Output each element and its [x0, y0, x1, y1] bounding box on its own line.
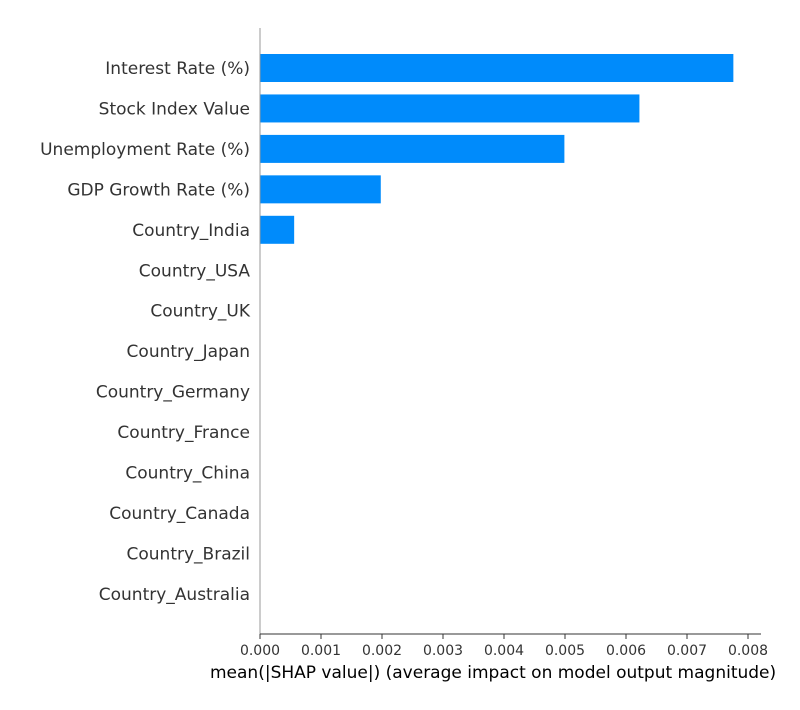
x-tick-label: 0.005	[545, 643, 585, 659]
feature-label: Country_France	[117, 423, 250, 443]
feature-label: Country_Brazil	[127, 544, 250, 564]
feature-label: Country_India	[132, 221, 250, 241]
feature-label: Country_Canada	[109, 504, 250, 524]
x-tick-label: 0.001	[301, 643, 341, 659]
feature-label: Country_UK	[150, 302, 250, 322]
x-tick-label: 0.006	[606, 643, 646, 659]
feature-label: Country_China	[125, 464, 250, 484]
x-tick-label: 0.008	[728, 643, 768, 659]
x-tick-label: 0.004	[484, 643, 524, 659]
bar-interest-rate	[260, 54, 734, 82]
feature-label: Country_Germany	[96, 383, 250, 403]
x-ticks: 0.000 0.001 0.002 0.003 0.004 0.005 0.006 0.007…	[240, 634, 768, 659]
feature-label: Country_Australia	[99, 585, 250, 605]
bar-unemployment-rate	[260, 134, 565, 163]
feature-label: Stock Index Value	[99, 99, 250, 119]
feature-label: Country_Japan	[127, 342, 250, 362]
bars-layer	[260, 54, 734, 244]
x-tick-label: 0.007	[667, 643, 707, 659]
x-tick-label: 0.003	[423, 643, 463, 659]
feature-label: Unemployment Rate (%)	[40, 140, 250, 160]
feature-label: Country_USA	[139, 261, 251, 281]
bar-stock-index-value	[260, 94, 640, 123]
feature-labels: Interest Rate (%) Stock Index Value Unempl…	[40, 59, 251, 605]
x-tick-label: 0.002	[362, 643, 402, 659]
bar-gdp-growth-rate	[260, 175, 381, 204]
bar-country-india	[260, 215, 295, 244]
x-axis-title: mean(|SHAP value|) (average impact on mo…	[210, 663, 776, 683]
feature-label: Interest Rate (%)	[105, 59, 250, 79]
feature-label: GDP Growth Rate (%)	[67, 180, 250, 200]
x-tick-label: 0.000	[240, 643, 280, 659]
